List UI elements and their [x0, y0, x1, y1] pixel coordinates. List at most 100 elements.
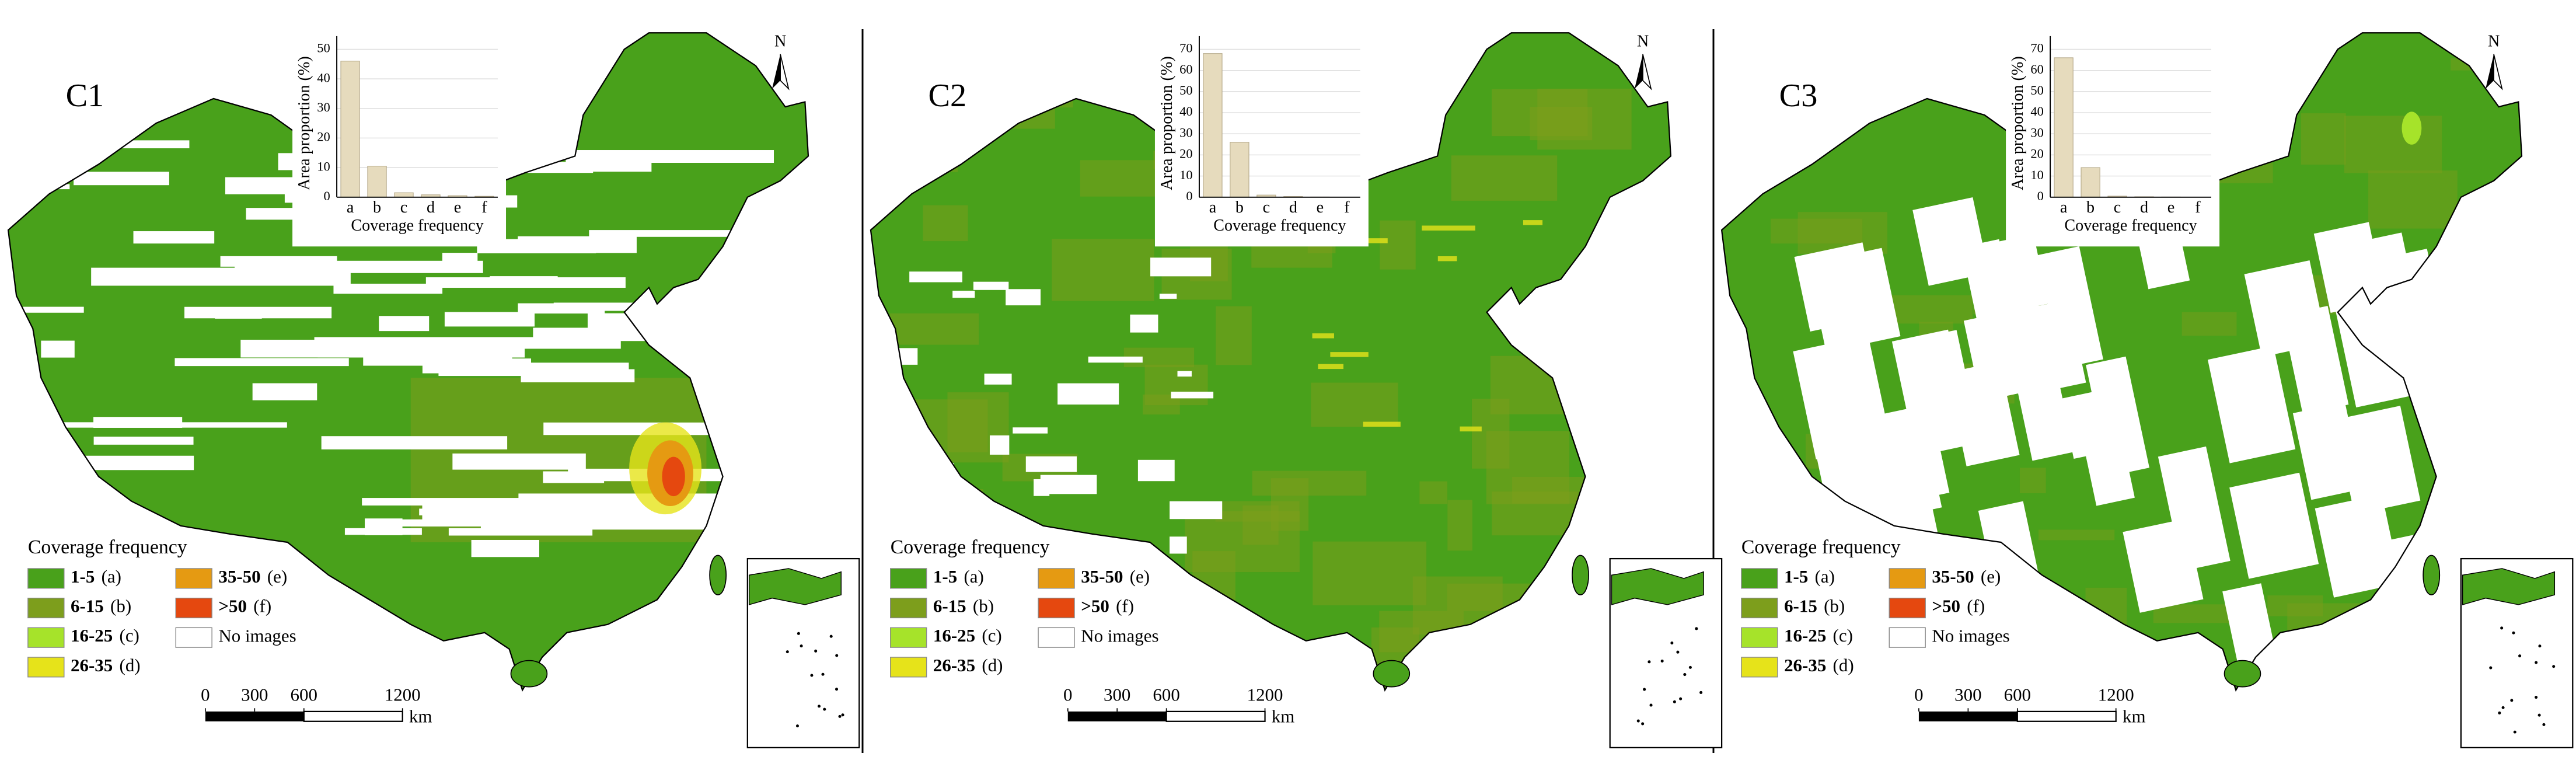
no-image-strip: [225, 269, 259, 274]
legend-label: 16-25 (c): [71, 625, 139, 646]
legend-range: 35-50: [218, 566, 260, 587]
coverage-patch: [2181, 312, 2237, 336]
scale-unit: km: [1272, 706, 1295, 726]
legend-code: (c): [120, 625, 139, 646]
no-image-strip: [91, 267, 351, 286]
legend-label: 1-5 (a): [71, 566, 121, 587]
no-image-strip: [973, 281, 1009, 290]
y-tick-label: 50: [317, 41, 330, 55]
no-image-strip: [41, 340, 75, 358]
legend-code: (b): [973, 596, 994, 616]
y-tick-label: 40: [317, 70, 330, 85]
y-tick-label: 70: [1179, 41, 1193, 55]
no-image-strip: [1057, 383, 1119, 405]
x-tick-label: a: [1209, 198, 1217, 217]
inset-island: [786, 650, 789, 654]
no-image-strip: [240, 340, 494, 358]
no-image-strip: [379, 316, 430, 332]
no-image-block: [2061, 391, 2111, 459]
scale-label: 300: [241, 685, 268, 705]
inset-island: [1699, 691, 1703, 694]
inset-island: [829, 634, 833, 638]
legend-label: 35-50 (e): [1932, 566, 2001, 587]
panel-label: C2: [928, 78, 966, 114]
legend-swatch: [1741, 568, 1778, 589]
y-axis-label: Area proportion (%): [295, 56, 313, 190]
x-tick-label: f: [481, 198, 487, 217]
inset-island: [1643, 688, 1646, 691]
no-image-strip: [1177, 371, 1192, 377]
y-tick-label: 30: [2030, 125, 2044, 140]
no-image-strip: [984, 374, 1012, 385]
legend-range: 26-35: [1784, 655, 1826, 675]
y-tick-label: 30: [1179, 125, 1193, 140]
y-tick-label: 50: [1179, 83, 1193, 97]
inset-island: [2518, 654, 2522, 658]
scale-unit: km: [2123, 706, 2146, 726]
y-tick-label: 50: [2030, 83, 2044, 97]
inset-island: [1695, 627, 1698, 630]
inset-island: [2535, 661, 2538, 664]
no-image-strip: [1088, 356, 1143, 363]
x-tick-label: a: [347, 198, 354, 217]
no-image-strip: [174, 358, 349, 367]
island: [1373, 660, 1411, 688]
inset-island: [2537, 713, 2541, 717]
no-image-block: [2086, 356, 2149, 476]
no-image-block: [2315, 494, 2401, 598]
legend-range: 1-5: [1784, 566, 1808, 587]
scale-bar: [1918, 711, 2017, 721]
coverage-patch: [1419, 481, 1448, 504]
scale-label: 300: [1104, 685, 1130, 705]
legend-swatch: [27, 657, 65, 678]
no-image-strip: [1159, 294, 1177, 299]
no-image-strip: [321, 436, 508, 449]
x-tick-label: a: [2060, 198, 2068, 217]
scale-label: 600: [291, 685, 317, 705]
chart-background: [292, 26, 507, 247]
legend-range: 26-35: [71, 655, 113, 675]
coverage-patch: [2402, 111, 2422, 145]
no-image-block: [2229, 472, 2319, 579]
legend-code: (a): [102, 566, 121, 587]
coverage-patch: [2368, 170, 2458, 229]
x-tick-label: e: [2167, 198, 2175, 217]
legend-label: 26-35 (d): [1784, 655, 1854, 675]
no-image-strip: [425, 277, 626, 288]
inset-island: [1649, 703, 1653, 707]
no-image-block: [1900, 330, 1976, 432]
inset-island: [2510, 699, 2514, 702]
no-image-strip: [535, 162, 652, 172]
no-image-strip: [1013, 427, 1048, 434]
y-tick-label: 70: [2030, 41, 2044, 55]
inset-island: [2552, 665, 2556, 668]
inset-island: [823, 707, 826, 711]
inset-island: [1660, 659, 1664, 663]
inset-island: [2489, 666, 2493, 670]
coverage-patch: [2344, 116, 2442, 173]
legend-swatch: [27, 627, 65, 648]
y-tick-label: 40: [2030, 104, 2044, 118]
legend-code: (a): [1815, 566, 1835, 587]
inset-island: [838, 714, 842, 718]
no-image-strip: [952, 291, 975, 298]
legend-range: 1-5: [71, 566, 95, 587]
panel-label: C1: [66, 78, 104, 114]
no-image-strip: [74, 172, 169, 186]
bar: [394, 192, 414, 198]
inset-island: [2501, 706, 2505, 709]
legend-range: 16-25: [1784, 625, 1826, 646]
coverage-patch: [662, 456, 685, 497]
y-tick-label: 0: [1186, 189, 1192, 203]
bar: [340, 61, 360, 198]
scale-label: 0: [1914, 685, 1923, 705]
scale-bar: [205, 711, 304, 721]
no-image-strip: [15, 306, 84, 313]
legend-title: Coverage frequency: [891, 536, 1050, 558]
no-image-strip: [333, 284, 443, 294]
legend-label: 1-5 (a): [933, 566, 984, 587]
y-tick-label: 0: [2037, 189, 2044, 203]
x-tick-label: b: [2086, 198, 2095, 217]
inset-island: [1670, 642, 1674, 645]
legend-code: (f): [1116, 596, 1134, 616]
